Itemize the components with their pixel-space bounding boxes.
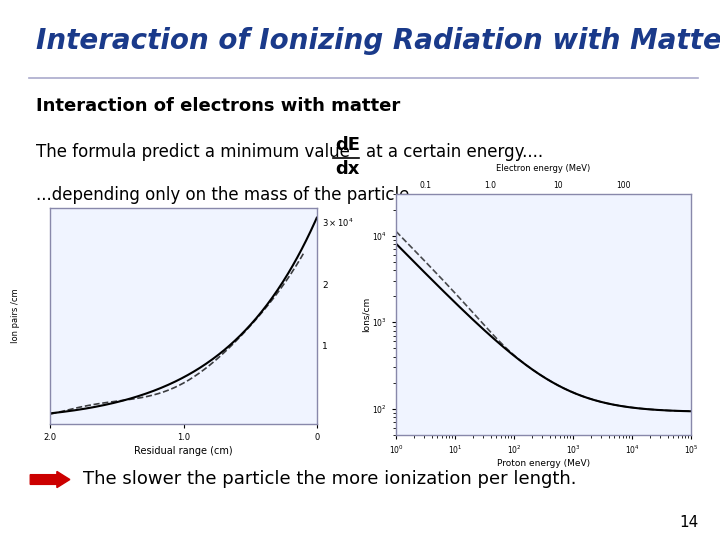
Text: dx: dx (335, 160, 359, 178)
Text: Interaction of Ionizing Radiation with Matter: Interaction of Ionizing Radiation with M… (36, 27, 720, 55)
Text: at a certain energy....: at a certain energy.... (366, 143, 543, 161)
Text: Interaction of electrons with matter: Interaction of electrons with matter (36, 97, 400, 115)
Text: The formula predict a minimum value: The formula predict a minimum value (36, 143, 350, 161)
X-axis label: Residual range (cm): Residual range (cm) (135, 446, 233, 456)
Text: Ion pairs /cm: Ion pairs /cm (12, 288, 20, 343)
FancyArrow shape (30, 471, 70, 488)
X-axis label: Proton energy (MeV): Proton energy (MeV) (497, 459, 590, 468)
Text: 100: 100 (616, 180, 631, 190)
Text: dE: dE (335, 136, 360, 154)
Text: 1: 1 (322, 342, 328, 351)
Text: Electron energy (MeV): Electron energy (MeV) (497, 164, 590, 173)
Text: 2: 2 (322, 281, 328, 291)
Text: 1.0: 1.0 (485, 180, 497, 190)
Text: The slower the particle the more ionization per length.: The slower the particle the more ionizat… (83, 470, 576, 488)
Text: ...depending only on the mass of the particle: ...depending only on the mass of the par… (36, 186, 410, 204)
Text: 10: 10 (554, 180, 563, 190)
Text: 0.1: 0.1 (420, 180, 431, 190)
Text: 14: 14 (679, 515, 698, 530)
Y-axis label: Ions/cm: Ions/cm (361, 297, 371, 332)
Text: $3\times10^4$: $3\times10^4$ (322, 217, 354, 229)
